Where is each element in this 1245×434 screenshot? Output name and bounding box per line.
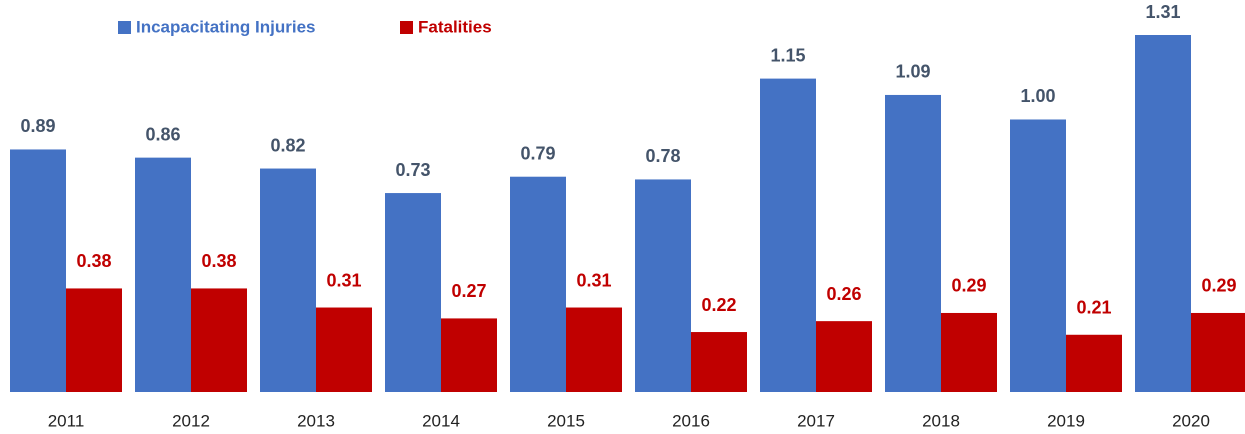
bar <box>635 179 691 392</box>
legend-swatch <box>118 21 131 34</box>
bar <box>441 318 497 392</box>
bar <box>260 168 316 392</box>
bar <box>316 307 372 392</box>
value-label: 0.73 <box>395 160 430 180</box>
value-label: 1.00 <box>1020 86 1055 106</box>
bar <box>941 312 997 392</box>
x-tick-label: 2018 <box>922 411 960 430</box>
x-tick-label: 2020 <box>1172 411 1210 430</box>
value-label: 0.78 <box>645 146 680 166</box>
bar <box>816 321 872 392</box>
bar <box>1066 334 1122 392</box>
bar <box>10 149 66 392</box>
value-label: 1.15 <box>770 45 805 65</box>
bar <box>760 78 816 392</box>
legend-swatch <box>400 21 413 34</box>
value-label: 0.82 <box>270 135 305 155</box>
x-tick-label: 2019 <box>1047 411 1085 430</box>
x-tick-label: 2015 <box>547 411 585 430</box>
bar <box>1010 119 1066 392</box>
value-label: 0.26 <box>826 284 861 304</box>
value-label: 0.31 <box>576 270 611 290</box>
bar <box>566 307 622 392</box>
value-label: 0.21 <box>1076 298 1111 318</box>
bar <box>191 288 247 392</box>
bar <box>66 288 122 392</box>
value-label: 0.89 <box>20 116 55 136</box>
value-label: 0.38 <box>201 251 236 271</box>
value-label: 1.09 <box>895 62 930 82</box>
legend-label: Incapacitating Injuries <box>136 17 316 36</box>
bar <box>510 176 566 392</box>
x-tick-label: 2016 <box>672 411 710 430</box>
value-label: 0.22 <box>701 295 736 315</box>
x-tick-label: 2017 <box>797 411 835 430</box>
legend-label: Fatalities <box>418 17 492 36</box>
value-label: 0.29 <box>1201 276 1236 296</box>
value-label: 0.79 <box>520 143 555 163</box>
bar <box>385 193 441 392</box>
x-tick-label: 2011 <box>48 411 85 430</box>
bar <box>691 332 747 392</box>
bar <box>135 157 191 392</box>
bar <box>1135 35 1191 392</box>
value-label: 0.27 <box>451 281 486 301</box>
x-tick-label: 2013 <box>297 411 335 430</box>
value-label: 0.86 <box>145 124 180 144</box>
bar <box>885 94 941 393</box>
value-label: 1.31 <box>1145 2 1180 22</box>
value-label: 0.31 <box>326 270 361 290</box>
x-tick-label: 2014 <box>422 411 460 430</box>
value-label: 0.29 <box>951 276 986 296</box>
value-label: 0.38 <box>76 251 111 271</box>
bar <box>1191 312 1245 392</box>
x-tick-label: 2012 <box>172 411 210 430</box>
